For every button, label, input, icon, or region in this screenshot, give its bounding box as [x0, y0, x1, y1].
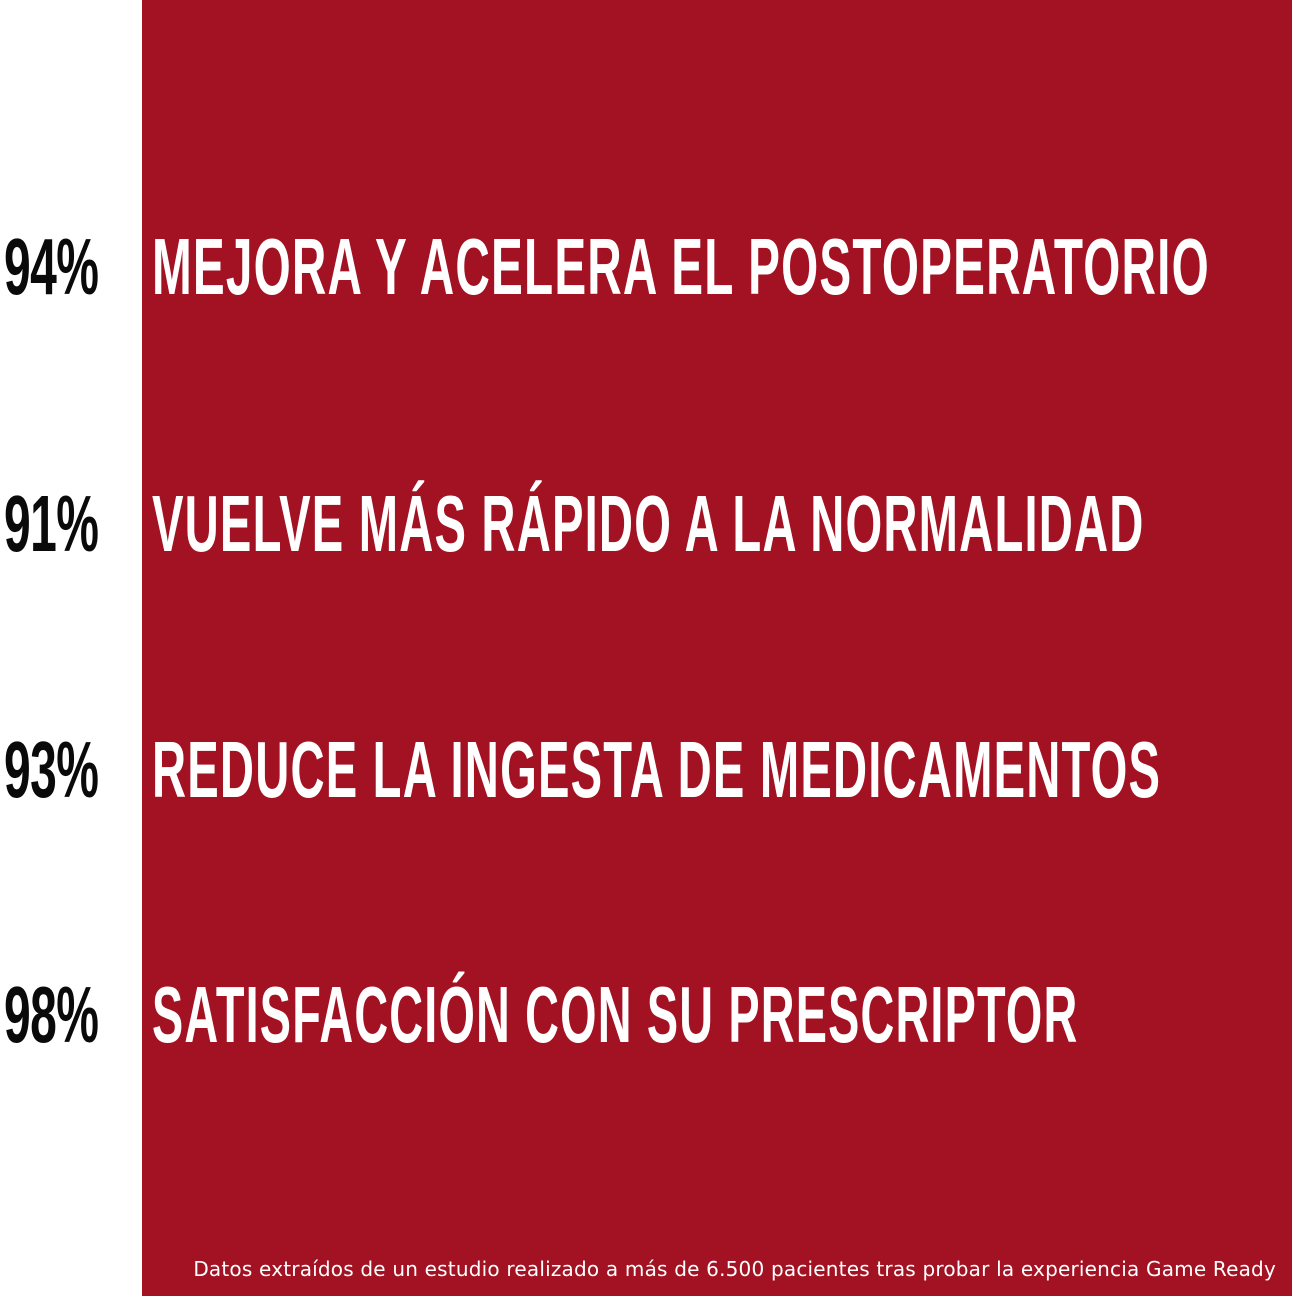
stat-percent: 91% [4, 479, 99, 568]
stat-percent: 93% [4, 725, 99, 814]
stat-statement: REDUCE LA INGESTA DE MEDICAMENTOS [152, 725, 1162, 814]
stat-statement: SATISFACCIÓN CON SU PRESCRIPTOR [152, 970, 1079, 1059]
stat-percent: 94% [4, 222, 99, 311]
stat-percent: 98% [4, 970, 99, 1059]
source-footnote: Datos extraídos de un estudio realizado … [193, 1257, 1276, 1281]
stat-statement: MEJORA Y ACELERA EL POSTOPERATORIO [152, 222, 1210, 311]
stat-statement: VUELVE MÁS RÁPIDO A LA NORMALIDAD [152, 479, 1145, 568]
red-background-panel [142, 0, 1292, 1296]
